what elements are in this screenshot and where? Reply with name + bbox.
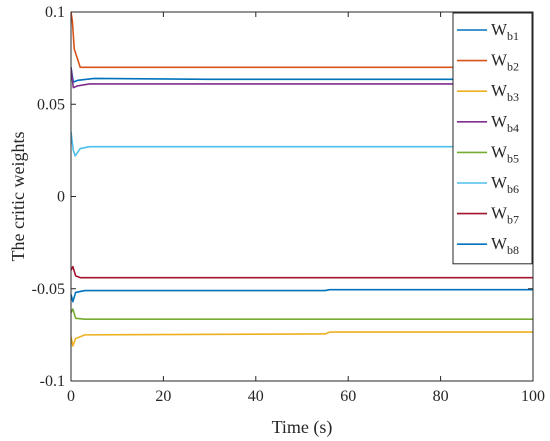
legend-entry-b5: Wb5 <box>491 142 519 165</box>
legend-entry-b2: Wb2 <box>491 51 519 74</box>
legend-box <box>452 12 533 265</box>
series-line-b5 <box>71 308 533 320</box>
series-line-b6 <box>71 131 533 157</box>
legend: Wb1 Wb2 Wb3 Wb4 Wb5 Wb6 Wb7 Wb8 <box>452 12 533 265</box>
legend-entry-b6: Wb6 <box>491 173 519 196</box>
series-line-b8 <box>71 288 533 303</box>
legend-entry-b4: Wb4 <box>491 112 519 135</box>
x-tick-label: 80 <box>433 388 449 405</box>
x-tick-label: 0 <box>67 388 75 405</box>
series-layer <box>71 12 533 347</box>
ticks-layer: 0 20 40 60 80 100 -0.1 -0.05 0 0.05 0.1 <box>32 4 545 405</box>
x-axis-label: Time (s) <box>272 417 333 438</box>
series-line-b2 <box>71 12 533 69</box>
legend-entry-b3: Wb3 <box>491 81 519 104</box>
y-axis-label: The critic weights <box>8 132 28 262</box>
y-tick-label: -0.1 <box>40 373 65 390</box>
legend-entry-b1: Wb1 <box>491 20 519 43</box>
series-line-b7 <box>71 265 533 279</box>
series-line-b3 <box>71 331 533 347</box>
y-tick-label: 0.1 <box>45 4 65 21</box>
y-tick-label: -0.05 <box>32 281 65 298</box>
y-tick-label: 0.05 <box>37 96 65 113</box>
series-line-b4 <box>71 67 533 89</box>
x-tick-label: 100 <box>521 388 545 405</box>
x-tick-label: 60 <box>340 388 356 405</box>
x-tick-label: 40 <box>248 388 264 405</box>
x-tick-label: 20 <box>155 388 171 405</box>
legend-entry-b7: Wb7 <box>491 204 519 227</box>
legend-entry-b8: Wb8 <box>491 234 519 257</box>
y-tick-label: 0 <box>57 189 65 206</box>
